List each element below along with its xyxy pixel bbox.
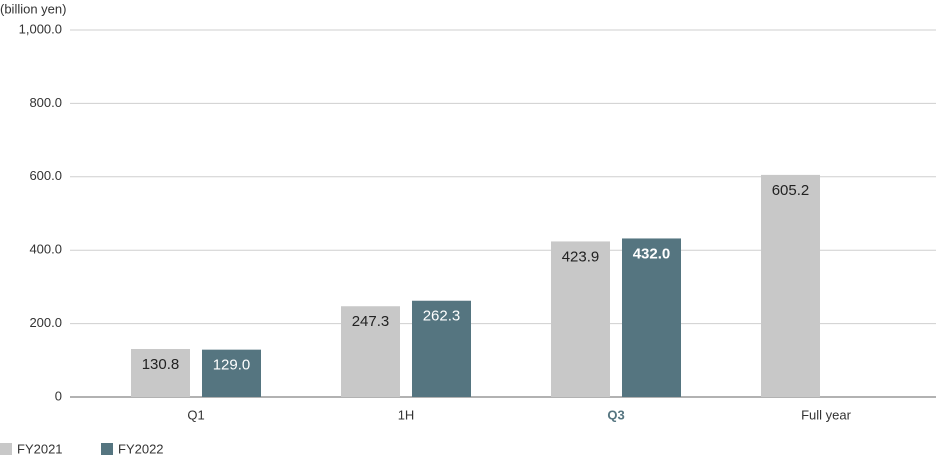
bar — [202, 349, 261, 397]
x-tick-label: Q3 — [607, 407, 624, 422]
bar — [622, 238, 681, 397]
legend-label: FY2021 — [17, 441, 63, 456]
value-label: 129.0 — [213, 357, 251, 374]
y-tick-label: 600.0 — [29, 168, 62, 183]
value-label: 432.0 — [633, 245, 671, 262]
legend-swatch — [0, 443, 12, 455]
value-label: 605.2 — [772, 182, 810, 199]
unit-label: (billion yen) — [0, 1, 66, 16]
y-tick-label: 0 — [55, 388, 62, 403]
y-tick-label: 400.0 — [29, 242, 62, 257]
bar — [412, 300, 471, 397]
bar — [341, 306, 400, 397]
y-tick-label: 200.0 — [29, 315, 62, 330]
bar — [761, 174, 820, 397]
x-tick-label: Full year — [801, 407, 852, 422]
legend-swatch — [101, 443, 113, 455]
value-label: 247.3 — [352, 313, 390, 330]
value-label: 262.3 — [423, 308, 461, 325]
bar — [131, 348, 190, 397]
y-tick-label: 1,000.0 — [19, 21, 62, 36]
bar — [551, 241, 610, 397]
x-tick-label: Q1 — [187, 407, 204, 422]
y-tick-label: 800.0 — [29, 95, 62, 110]
value-label: 423.9 — [562, 248, 600, 265]
legend-label: FY2022 — [118, 441, 164, 456]
x-tick-label: 1H — [398, 407, 415, 422]
value-label: 130.8 — [142, 356, 180, 373]
